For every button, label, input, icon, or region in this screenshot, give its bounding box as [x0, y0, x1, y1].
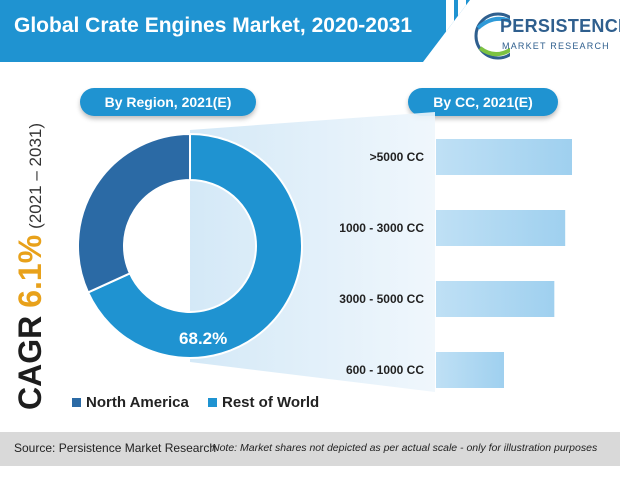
footer-source: Source: Persistence Market Research — [14, 441, 217, 455]
footer-note: Note: Market shares not depicted as per … — [212, 442, 598, 454]
cc-category-label: >5000 CC — [369, 150, 424, 164]
donut-slice-north-america — [77, 132, 191, 294]
cc-category-label: 3000 - 5000 CC — [339, 292, 424, 306]
legend-swatch-rest-of-world — [208, 398, 217, 407]
logo-sub-text: MARKET RESEARCH — [502, 41, 610, 51]
cc-chart-title: By CC, 2021(E) — [408, 88, 558, 116]
donut-slice-rest-of-world — [86, 132, 303, 359]
logo-globe-icon — [474, 12, 510, 60]
cc-bar — [436, 210, 566, 246]
legend-north-america: North America — [72, 394, 189, 411]
footer-bar: Source: Persistence Market Research Note… — [0, 432, 620, 466]
cc-bar — [436, 139, 572, 175]
cc-bar — [436, 281, 555, 317]
cc-category-label: 600 - 1000 CC — [345, 363, 424, 377]
chart-title: Global Crate Engines Market, 2020-2031 — [14, 14, 413, 37]
legend-swatch-north-america — [72, 398, 81, 407]
legend-label-north-america: North America — [86, 394, 189, 411]
legend-rest-of-world: Rest of World — [208, 394, 319, 411]
region-donut: 68.2% — [77, 132, 303, 359]
persistence-logo: PERSISTENCE MARKET RESEARCH — [470, 4, 620, 68]
donut-data-label: 68.2% — [179, 329, 227, 348]
logo-main-text: PERSISTENCE — [500, 16, 620, 36]
legend-label-rest-of-world: Rest of World — [222, 394, 320, 411]
cc-bars — [436, 139, 572, 388]
cc-category-label: 1000 - 3000 CC — [339, 221, 424, 235]
cc-bar — [436, 352, 504, 388]
region-chart-title: By Region, 2021(E) — [80, 88, 256, 116]
